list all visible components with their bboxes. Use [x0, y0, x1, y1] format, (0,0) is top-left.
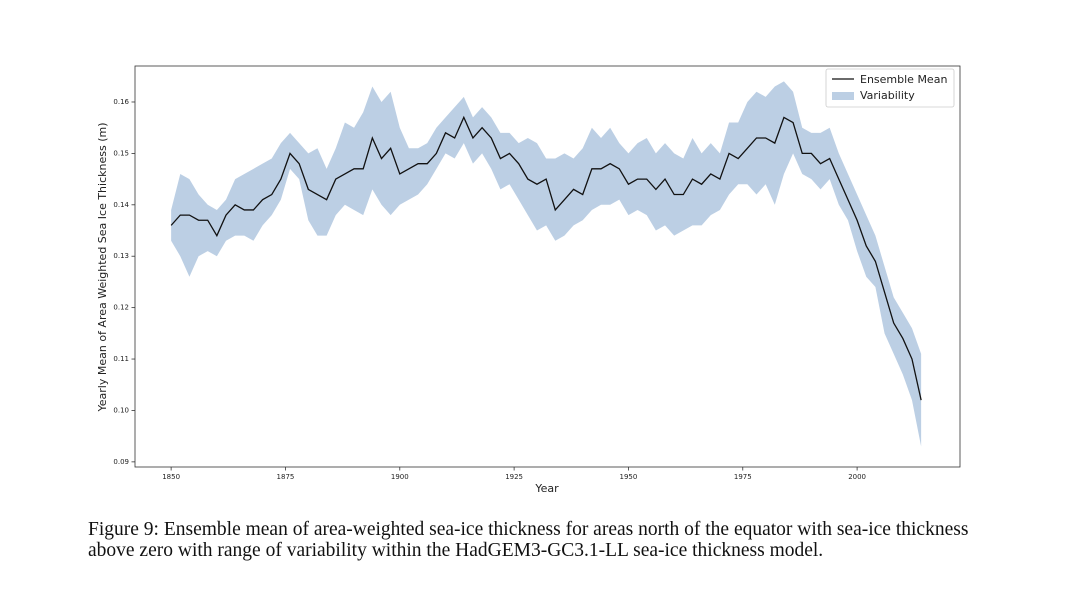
legend-patch [832, 92, 854, 100]
legend-label: Ensemble Mean [860, 73, 947, 86]
y-tick-label: 0.14 [113, 201, 129, 209]
y-tick-label: 0.11 [113, 355, 129, 363]
x-axis-label: Year [534, 482, 559, 495]
y-tick-label: 0.09 [113, 458, 129, 466]
legend-box [825, 68, 955, 108]
y-axis-label: Yearly Mean of Area Weighted Sea Ice Thi… [96, 122, 109, 412]
x-tick-label: 1900 [391, 473, 409, 481]
y-tick-label: 0.10 [113, 406, 129, 414]
legend-label: Variability [860, 89, 915, 102]
y-tick-label: 0.12 [113, 304, 129, 312]
y-tick-label: 0.16 [113, 98, 129, 106]
x-tick-label: 1875 [277, 473, 295, 481]
x-tick-label: 1850 [162, 473, 180, 481]
mean-line [170, 115, 922, 401]
caption: Figure 9: Ensemble mean of area-weighted… [88, 519, 969, 561]
y-tick-label: 0.15 [113, 149, 129, 157]
x-tick-label: 1975 [734, 473, 752, 481]
x-tick-label: 2000 [848, 473, 866, 481]
x-tick-label: 1925 [505, 473, 523, 481]
variability-band [171, 81, 922, 447]
chart: Year Yearly Mean of Area Weighted Sea Ic… [96, 65, 961, 495]
y-tick-label: 0.13 [113, 252, 129, 260]
plot-frame [134, 65, 961, 468]
x-tick-label: 1950 [620, 473, 638, 481]
